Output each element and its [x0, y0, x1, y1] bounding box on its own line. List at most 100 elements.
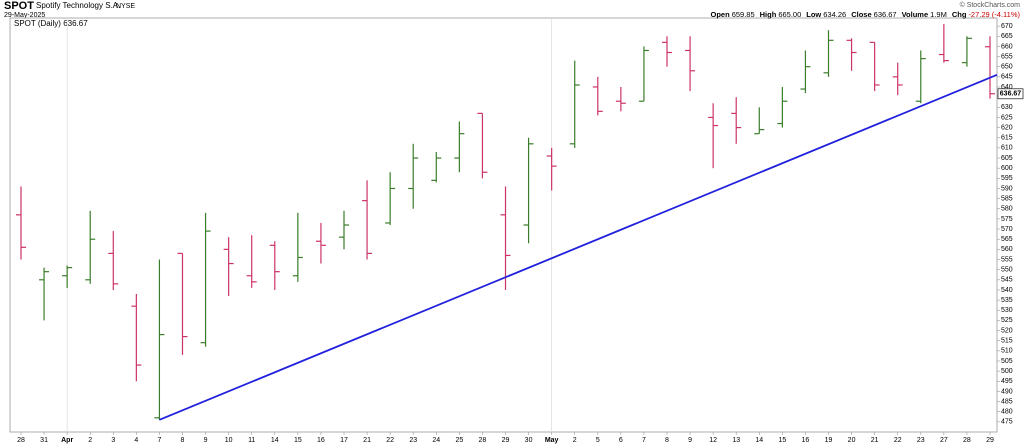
y-tick-label: 510: [1001, 348, 1013, 355]
y-tick-label: 605: [1001, 155, 1013, 162]
y-tick-label: 620: [1001, 124, 1013, 131]
y-tick-label: 500: [1001, 368, 1013, 375]
stat-value: 1.9M: [930, 10, 947, 19]
y-tick-label: 575: [1001, 216, 1013, 223]
x-tick-label: 13: [732, 437, 740, 444]
trendline: [159, 73, 998, 421]
x-tick-label: 19: [825, 437, 833, 444]
exchange: NYSE: [116, 3, 135, 10]
y-tick-label: 485: [1001, 398, 1013, 405]
y-tick-label: 670: [1001, 23, 1013, 30]
x-tick-label: 31: [40, 437, 48, 444]
credit: © StockCharts.com: [960, 1, 1021, 9]
x-tick-label: 24: [432, 437, 440, 444]
x-tick-label: 25: [455, 437, 463, 444]
date: 29-May-2025: [4, 12, 45, 19]
x-tick-label: 20: [848, 437, 856, 444]
y-tick-label: 615: [1001, 135, 1013, 142]
y-tick-label: 475: [1001, 419, 1013, 426]
y-tick-label: 550: [1001, 266, 1013, 273]
x-tick-label: 29: [986, 437, 994, 444]
x-tick-label: 27: [940, 437, 948, 444]
x-tick-label: 28: [17, 437, 25, 444]
stat-value: 659.85: [732, 10, 755, 19]
y-tick-label: 660: [1001, 43, 1013, 50]
x-tick-label: 3: [111, 437, 115, 444]
stat-value: 665.00: [778, 10, 801, 19]
x-tick-label: 17: [340, 437, 348, 444]
x-tick-label: 2: [88, 437, 92, 444]
x-tick-label: 10: [225, 437, 233, 444]
stat-label: Open: [711, 10, 731, 19]
y-tick-label: 495: [1001, 378, 1013, 385]
y-tick-label: 640: [1001, 84, 1013, 91]
x-tick-label: 7: [642, 437, 646, 444]
x-tick-label: May: [545, 437, 559, 444]
y-tick-label: 490: [1001, 388, 1013, 395]
y-tick-label: 600: [1001, 165, 1013, 172]
y-tick-label: 520: [1001, 327, 1013, 334]
stats: Open 659.85 High 665.00 Low 634.26 Close 636.67…: [711, 10, 1021, 19]
x-tick-label: 28: [479, 437, 487, 444]
y-tick-label: 505: [1001, 358, 1013, 365]
y-tick-label: 580: [1001, 206, 1013, 213]
x-tick-label: 28: [963, 437, 971, 444]
y-tick-label: 530: [1001, 307, 1013, 314]
x-tick-label: 14: [271, 437, 279, 444]
x-tick-label: Apr: [61, 437, 73, 444]
y-tick-label: 545: [1001, 277, 1013, 284]
x-tick-label: 8: [181, 437, 185, 444]
last-price-box: [997, 88, 1024, 100]
stat-label: Low: [806, 10, 821, 19]
x-tick-label: 30: [525, 437, 533, 444]
stat-value: 634.26: [823, 10, 846, 19]
x-tick-label: 4: [134, 437, 138, 444]
x-tick-label: 23: [917, 437, 925, 444]
last-price: 636.67: [1000, 91, 1022, 98]
x-tick-label: 11: [248, 437, 255, 444]
x-tick-label: 15: [778, 437, 786, 444]
y-tick-label: 595: [1001, 175, 1013, 182]
y-tick-label: 585: [1001, 195, 1013, 202]
y-tick-label: 570: [1001, 226, 1013, 233]
legend: SPOT (Daily) 636.67: [14, 19, 88, 28]
x-tick-label: 16: [802, 437, 810, 444]
plot-frame: [9, 17, 998, 433]
x-tick-label: 16: [317, 437, 325, 444]
y-tick-label: 560: [1001, 246, 1013, 253]
x-tick-label: 21: [363, 437, 371, 444]
y-tick-label: 515: [1001, 338, 1013, 345]
y-tick-label: 625: [1001, 114, 1013, 121]
x-tick-label: 5: [596, 437, 600, 444]
x-tick-label: 2: [573, 437, 577, 444]
symbol: SPOT: [4, 0, 34, 12]
stat-value: 636.67: [874, 10, 897, 19]
x-tick-label: 21: [871, 437, 879, 444]
stat-label: Chg: [952, 10, 967, 19]
x-tick-label: 9: [204, 437, 208, 444]
y-tick-label: 525: [1001, 317, 1013, 324]
stat-label: High: [760, 10, 777, 19]
x-tick-label: 7: [157, 437, 161, 444]
company: Spotify Technology S.A.: [36, 1, 120, 10]
y-tick-label: 535: [1001, 297, 1013, 304]
y-tick-label: 565: [1001, 236, 1013, 243]
x-tick-label: 23: [409, 437, 417, 444]
y-tick-label: 590: [1001, 185, 1013, 192]
y-tick-label: 480: [1001, 409, 1013, 416]
x-tick-label: 6: [619, 437, 623, 444]
x-tick-label: 22: [386, 437, 394, 444]
x-tick-label: 29: [502, 437, 510, 444]
x-tick-label: 14: [755, 437, 763, 444]
x-tick-label: 9: [688, 437, 692, 444]
x-tick-label: 22: [894, 437, 902, 444]
y-tick-label: 555: [1001, 256, 1013, 263]
y-tick-label: 645: [1001, 74, 1013, 81]
y-tick-label: 655: [1001, 53, 1013, 60]
x-tick-label: 12: [709, 437, 717, 444]
y-tick-label: 610: [1001, 145, 1013, 152]
stat-label: Close: [851, 10, 871, 19]
x-tick-label: 8: [665, 437, 669, 444]
y-tick-label: 540: [1001, 287, 1013, 294]
